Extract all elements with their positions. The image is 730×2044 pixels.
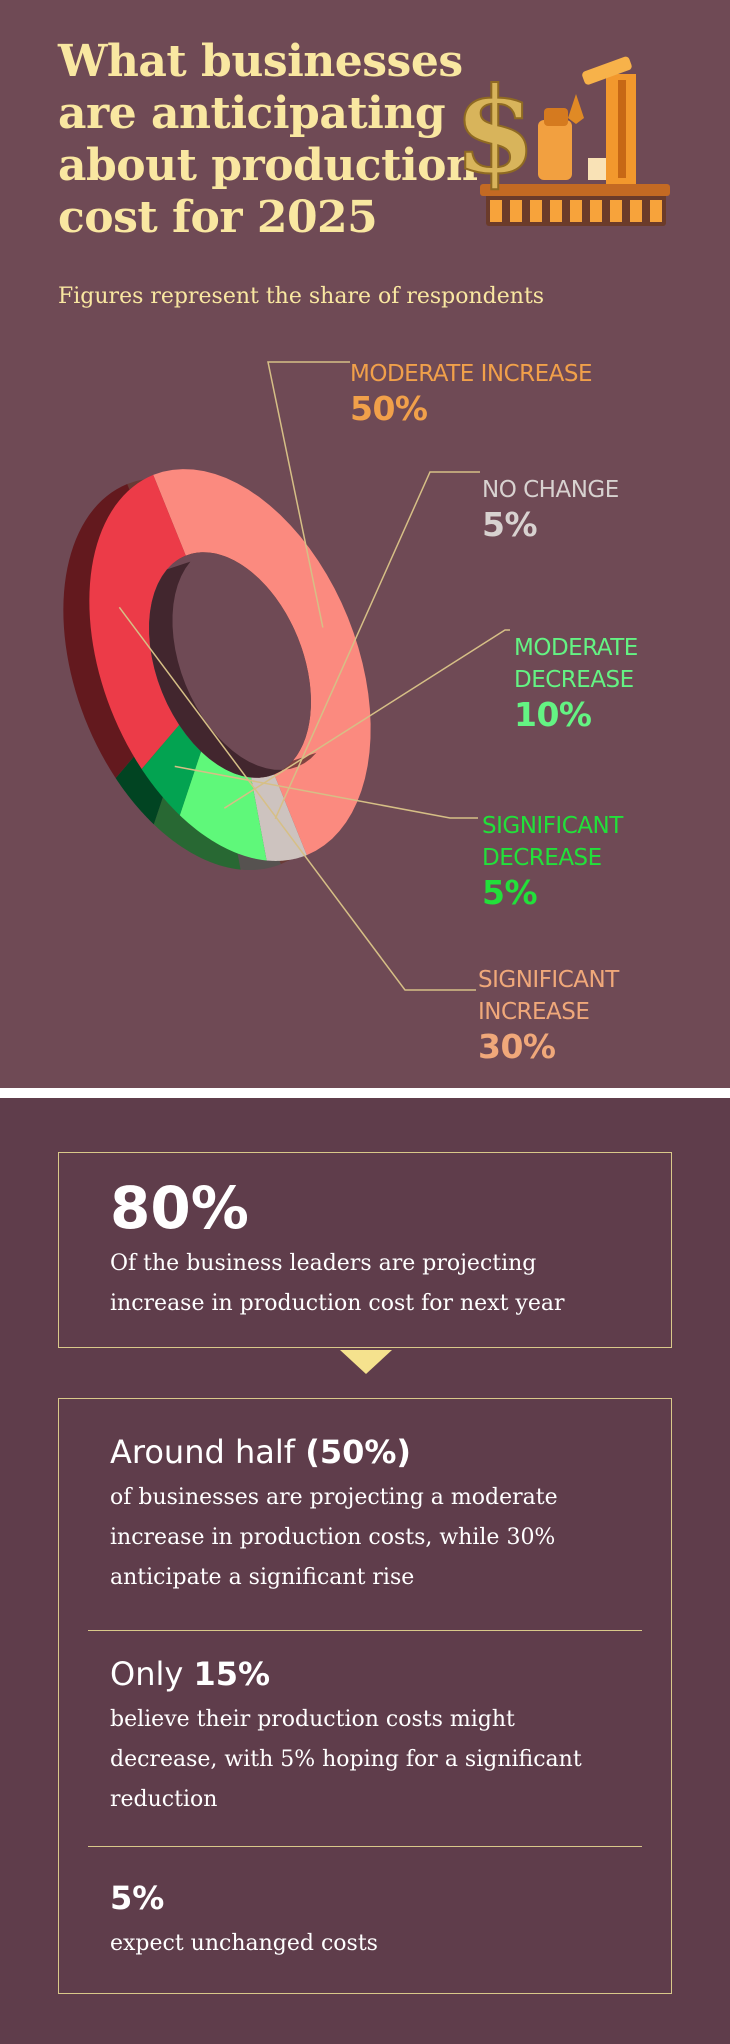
headline-value: 80% — [110, 1174, 249, 1242]
label-moderate-increase: MODERATE INCREASE 50% — [350, 358, 593, 428]
leader-no-change — [274, 471, 480, 820]
detail-bold-1: (50%) — [305, 1433, 412, 1471]
section-divider — [0, 1088, 730, 1098]
leader-significant-increase — [118, 606, 476, 991]
label-significant-increase-name: SIGNIFICANT INCREASE — [478, 967, 619, 1025]
down-arrow-icon — [340, 1350, 392, 1374]
detail-bold-2: 15% — [193, 1655, 271, 1693]
label-significant-decrease: SIGNIFICANT DECREASE 5% — [482, 810, 632, 912]
detail-text-2: believe their production costs might dec… — [110, 1707, 582, 1812]
detail-lead-2: Only — [110, 1655, 194, 1693]
leader-moderate-increase — [267, 361, 350, 628]
slice-moderate-decrease — [179, 751, 267, 861]
detail-text-1: of businesses are projecting a moderate … — [110, 1485, 558, 1590]
detail-divider-1 — [88, 1630, 642, 1631]
leader-moderate-decrease — [223, 629, 510, 809]
headline-text: Of the business leaders are projecting i… — [110, 1251, 565, 1316]
conveyor-rollers — [490, 200, 662, 222]
donut-chart — [63, 361, 510, 991]
label-significant-decrease-name: SIGNIFICANT DECREASE — [482, 813, 623, 871]
dollar-icon: $ — [456, 61, 536, 200]
label-significant-decrease-value: 5% — [482, 873, 538, 912]
donut-leaders — [118, 361, 510, 991]
label-no-change-name: NO CHANGE — [482, 477, 619, 503]
label-significant-increase: SIGNIFICANT INCREASE 30% — [478, 964, 628, 1066]
conveyor-top — [480, 184, 670, 196]
label-no-change: NO CHANGE 5% — [482, 474, 619, 544]
detail-heading-2: Only 15% — [110, 1654, 270, 1694]
donut-slices — [89, 469, 371, 861]
label-moderate-decrease: MODERATE DECREASE 10% — [514, 632, 638, 734]
detail-text-3: expect unchanged costs — [110, 1931, 378, 1956]
label-moderate-decrease-value: 10% — [514, 695, 592, 734]
robot-arm — [582, 56, 632, 85]
label-no-change-value: 5% — [482, 505, 538, 544]
detail-divider-2 — [88, 1846, 642, 1847]
detail-heading-3: 5% — [110, 1878, 164, 1918]
label-moderate-increase-value: 50% — [350, 389, 428, 428]
headline-box — [58, 1152, 672, 1348]
slice-significant-decrease — [141, 724, 202, 816]
label-moderate-decrease-name: MODERATE DECREASE — [514, 635, 638, 693]
detail-heading-1: Around half (50%) — [110, 1432, 411, 1472]
label-significant-increase-value: 30% — [478, 1027, 556, 1066]
label-moderate-increase-name: MODERATE INCREASE — [350, 361, 593, 387]
page-subtitle: Figures represent the share of responden… — [58, 284, 545, 309]
details-box — [58, 1398, 672, 1994]
page-title: What businesses are anticipating about p… — [58, 36, 478, 243]
bottom-panel — [0, 1098, 730, 2044]
robot-arm-small — [538, 120, 572, 180]
detail-bold-3: 5% — [110, 1879, 165, 1917]
leader-significant-decrease — [174, 765, 478, 819]
production-robot-illustration: $ — [456, 56, 670, 226]
slice-moderate-increase — [153, 469, 371, 856]
donut-hole-shadow — [149, 561, 317, 778]
slice-significant-increase — [89, 474, 186, 770]
detail-lead-1: Around half — [110, 1433, 306, 1471]
